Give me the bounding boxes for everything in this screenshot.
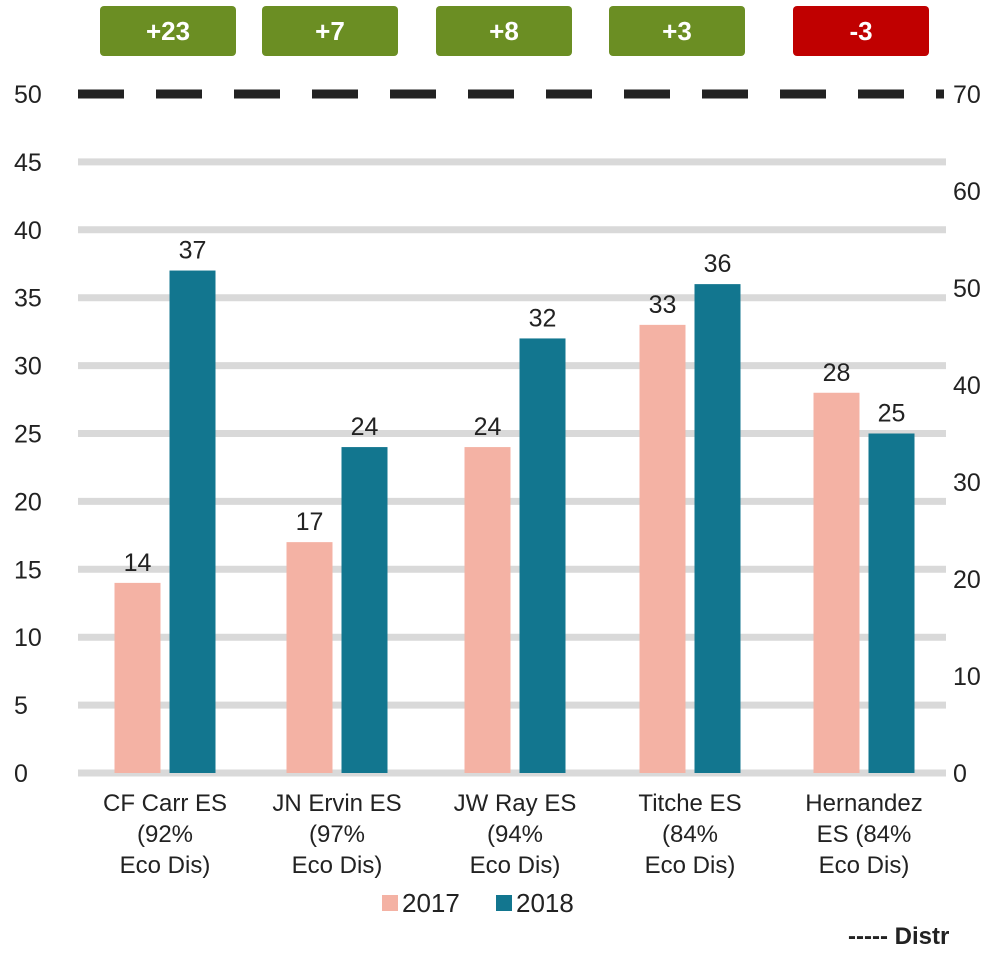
data-label: 32 (529, 304, 557, 332)
y2-tick-label: 70 (953, 81, 981, 109)
bar-2018 (519, 338, 566, 773)
bar-2017 (639, 324, 686, 773)
y-tick-label: 50 (14, 81, 42, 109)
data-label: 14 (124, 549, 152, 577)
change-badge-label: +8 (489, 16, 519, 46)
bar-2017 (813, 392, 860, 773)
change-badge: +3 (609, 6, 745, 56)
data-labels: 14 17 24 33 28 37 24 32 36 25 (124, 237, 906, 577)
bar-2017 (464, 447, 511, 773)
change-badges: +23 +7 +8 +3 -3 (100, 6, 929, 56)
right-y-axis: 0 10 20 30 40 50 60 70 (953, 81, 981, 788)
gridlines (78, 158, 946, 777)
data-label: 25 (878, 400, 906, 428)
category-label: Hernandez ES (84% Eco Dis) (805, 790, 922, 879)
data-label: 24 (351, 413, 379, 441)
y-tick-label: 45 (14, 149, 42, 177)
category-label: Titche ES (84% Eco Dis) (638, 790, 741, 879)
data-label: 37 (179, 237, 207, 265)
change-badge: +7 (262, 6, 398, 56)
change-badge-label: -3 (849, 16, 872, 46)
y2-tick-label: 40 (953, 372, 981, 400)
footnote: ----- Distr (848, 923, 949, 950)
change-badge-label: +7 (315, 16, 345, 46)
y-tick-label: 25 (14, 421, 42, 449)
y-tick-label: 20 (14, 488, 42, 516)
bar-2017 (286, 542, 333, 773)
y-tick-label: 35 (14, 285, 42, 313)
change-badge-box (100, 6, 236, 56)
legend-label: 2018 (516, 888, 574, 918)
y2-tick-label: 20 (953, 566, 981, 594)
y-tick-label: 30 (14, 353, 42, 381)
y2-tick-label: 10 (953, 663, 981, 691)
change-badge-box (793, 6, 929, 56)
y-tick-label: 15 (14, 556, 42, 584)
change-badge-box (436, 6, 572, 56)
y2-tick-label: 30 (953, 469, 981, 497)
change-badge-label: +3 (662, 16, 692, 46)
bar-2018 (169, 270, 216, 773)
change-badge-box (609, 6, 745, 56)
bar-2017 (114, 582, 161, 773)
bars (114, 270, 915, 773)
y2-tick-label: 50 (953, 275, 981, 303)
category-label: CF Carr ES (92% Eco Dis) (103, 790, 227, 879)
data-label: 33 (649, 291, 677, 319)
legend-swatch (496, 895, 512, 911)
category-labels: CF Carr ES (92% Eco Dis) JN Ervin ES (97% Eco… (103, 790, 923, 879)
y-tick-label: 5 (14, 692, 28, 720)
y-tick-label: 40 (14, 217, 42, 245)
change-badge-label: +23 (146, 16, 190, 46)
category-label: JN Ervin ES (97% Eco Dis) (272, 790, 401, 879)
data-label: 17 (296, 508, 324, 536)
y2-tick-label: 60 (953, 178, 981, 206)
category-label: JW Ray ES (94% Eco Dis) (454, 790, 577, 879)
legend: 2017 2018 (382, 888, 574, 918)
y-tick-label: 10 (14, 624, 42, 652)
left-y-axis: 0 5 10 15 20 25 30 35 40 45 50 (14, 81, 42, 788)
change-badge-box (262, 6, 398, 56)
legend-swatch (382, 895, 398, 911)
change-badge: +23 (100, 6, 236, 56)
bar-2018 (868, 433, 915, 773)
legend-label: 2017 (402, 888, 460, 918)
y2-tick-label: 0 (953, 760, 967, 788)
bar-2018 (341, 447, 388, 773)
change-badge: -3 (793, 6, 929, 56)
data-label: 24 (474, 413, 502, 441)
data-label: 28 (823, 359, 851, 387)
data-label: 36 (704, 250, 732, 278)
change-badge: +8 (436, 6, 572, 56)
y-tick-label: 0 (14, 760, 28, 788)
bar-2018 (694, 284, 741, 773)
